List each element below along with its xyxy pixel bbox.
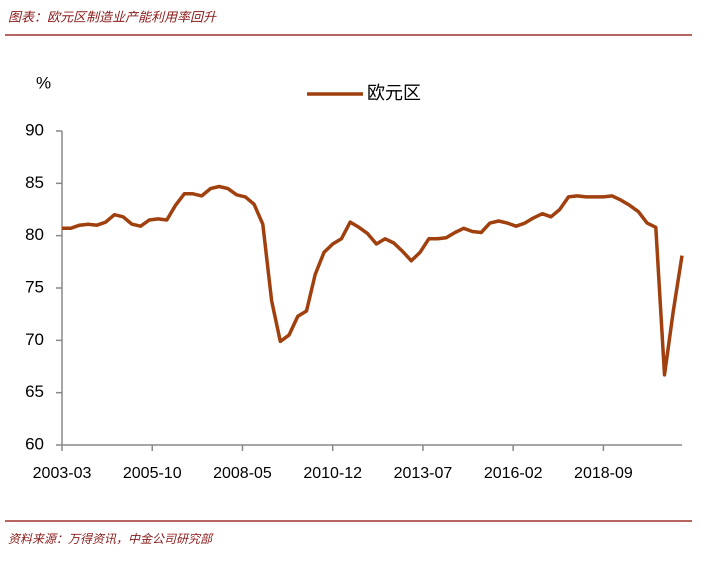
- data-line: [62, 184, 684, 377]
- y-tick-label: 70: [25, 330, 44, 349]
- source-note: 资料来源：万得资讯，中金公司研究部: [8, 532, 214, 546]
- x-tick-label: 2003-03: [33, 465, 92, 482]
- x-tick-label: 2016-02: [484, 465, 543, 482]
- y-tick-label: 60: [25, 434, 44, 453]
- x-tick-label: 2010-12: [303, 465, 362, 482]
- y-axis-unit: %: [36, 73, 51, 92]
- y-tick-label: 75: [25, 277, 44, 296]
- y-tick-label: 65: [25, 382, 44, 401]
- y-tick-label: 80: [25, 225, 44, 244]
- legend-label: 欧元区: [367, 83, 421, 103]
- x-tick-label: 2013-07: [394, 465, 453, 482]
- y-tick-label: 85: [25, 173, 44, 192]
- x-tick-label: 2018-09: [574, 465, 633, 482]
- page-title: 图表：欧元区制造业产能利用率回升: [8, 9, 217, 24]
- x-tick-label: 2005-10: [123, 465, 182, 482]
- y-tick-label: 90: [25, 120, 44, 139]
- x-tick-label: 2008-05: [213, 465, 272, 482]
